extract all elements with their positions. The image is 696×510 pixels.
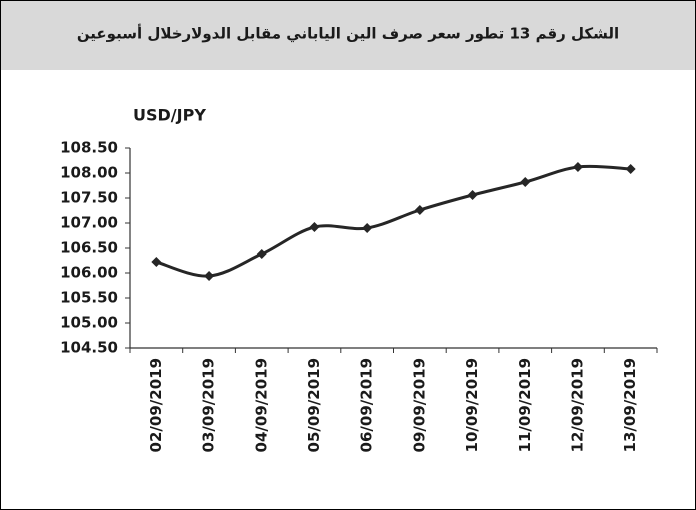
header-band: [1, 1, 695, 70]
chart-title: الشكل رقم 13 تطور سعر صرف الين الياباني …: [77, 24, 619, 43]
y-tick-label: 106.00: [60, 264, 118, 282]
x-tick-label: 11/09/2019: [516, 358, 534, 452]
marker: [520, 177, 531, 187]
y-tick-label: 105.50: [60, 289, 118, 307]
marker: [467, 190, 478, 200]
x-tick-label: 05/09/2019: [305, 358, 323, 452]
y-tick-label: 106.50: [60, 239, 118, 257]
y-tick-label: 107.00: [60, 214, 118, 232]
x-tick-label: 09/09/2019: [410, 358, 428, 452]
x-tick-label: 04/09/2019: [252, 358, 270, 452]
marker: [256, 249, 267, 259]
y-tick-label: 104.50: [60, 339, 118, 357]
y-tick-label: 105.00: [60, 314, 118, 332]
y-tick-label: 108.50: [60, 139, 118, 157]
marker: [362, 223, 373, 233]
x-tick-label: 02/09/2019: [147, 358, 165, 452]
y-tick-label: 108.00: [60, 164, 118, 182]
marker: [151, 257, 162, 267]
marker: [625, 164, 636, 174]
y-tick-label: 107.50: [60, 189, 118, 207]
x-tick-label: 06/09/2019: [358, 358, 376, 452]
x-tick-label: 03/09/2019: [200, 358, 218, 452]
marker: [414, 205, 425, 215]
y-axis-label: USD/JPY: [133, 106, 206, 125]
marker: [204, 271, 215, 281]
line: [155, 164, 631, 278]
marker: [572, 162, 583, 172]
x-tick-label: 12/09/2019: [568, 358, 586, 452]
x-tick-label: 10/09/2019: [463, 358, 481, 452]
marker: [309, 222, 320, 232]
x-tick-label: 13/09/2019: [621, 358, 639, 452]
